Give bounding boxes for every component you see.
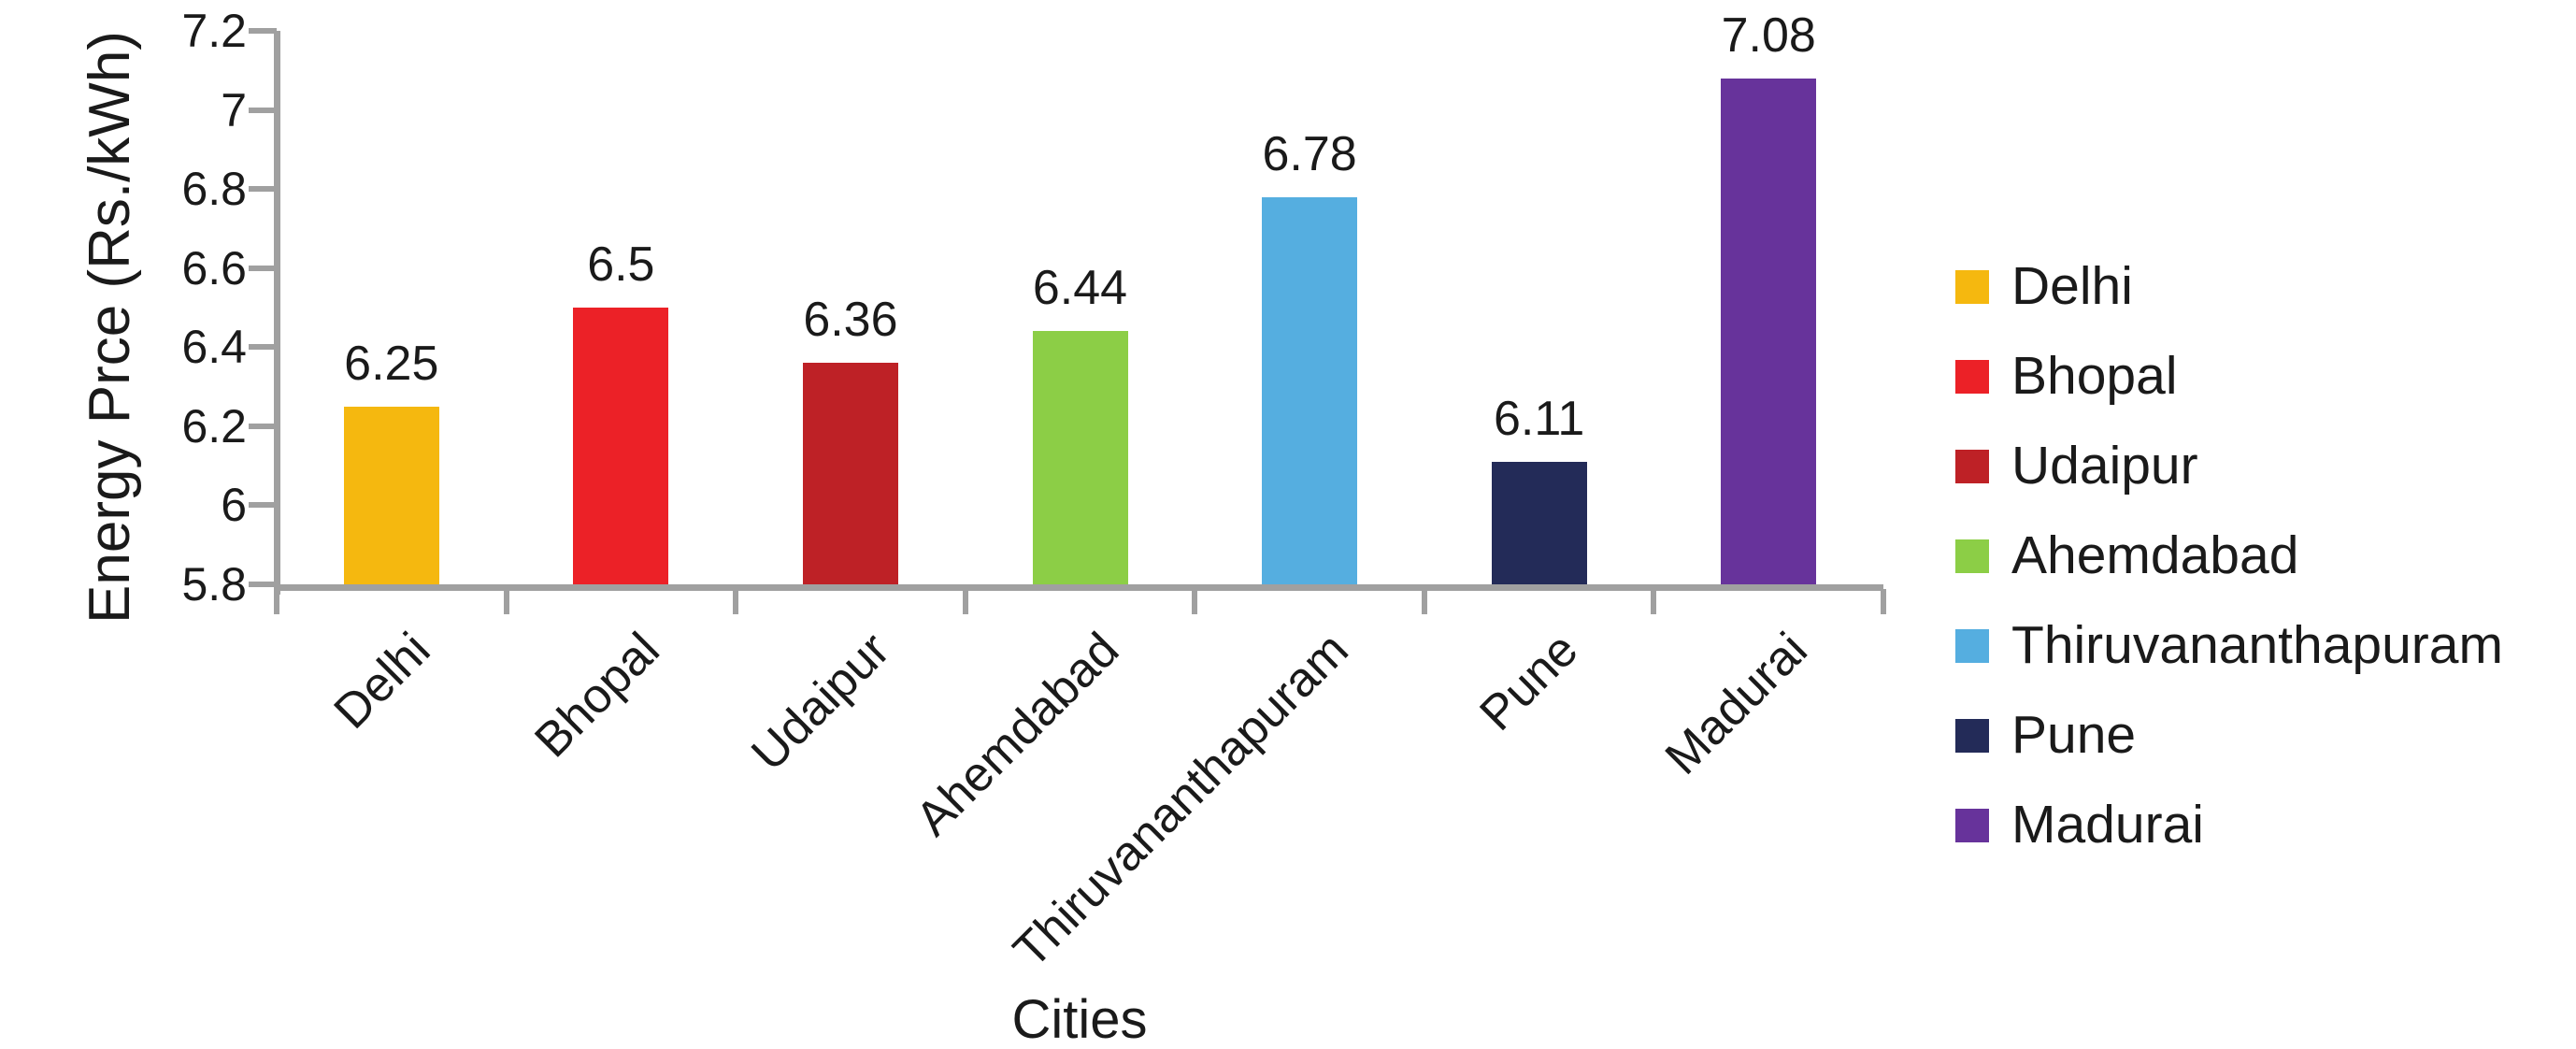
x-tick-mark-5 — [1421, 589, 1427, 614]
x-tick-mark-3 — [962, 589, 968, 614]
legend-swatch-pune — [1955, 718, 1989, 753]
bar-pune — [1491, 461, 1587, 584]
legend-item-madurai: Madurai — [1955, 798, 2503, 852]
legend-item-thiruvananthapuram: Thiruvananthapuram — [1955, 619, 2503, 672]
legend-item-pune: Pune — [1955, 709, 2503, 762]
x-tick-mark-4 — [1192, 589, 1198, 614]
legend-swatch-bhopal — [1955, 359, 1989, 394]
legend-label-udaipur: Udaipur — [2011, 436, 2198, 496]
x-category-label-pune: Pune — [1469, 622, 1589, 741]
x-tick-mark-6 — [1651, 589, 1657, 614]
legend-swatch-thiruvananthapuram — [1955, 628, 1989, 663]
x-category-label-bhopal: Bhopal — [524, 622, 671, 769]
y-axis-line — [274, 31, 280, 595]
legend-label-ahemdabad: Ahemdabad — [2011, 525, 2299, 585]
x-tick-mark-1 — [503, 589, 509, 614]
legend-item-bhopal: Bhopal — [1955, 350, 2503, 403]
x-category-label-ahemdabad: Ahemdabad — [906, 622, 1130, 847]
legend-label-thiruvananthapuram: Thiruvananthapuram — [2011, 615, 2503, 675]
legend-item-delhi: Delhi — [1955, 260, 2503, 313]
legend-item-ahemdabad: Ahemdabad — [1955, 529, 2503, 582]
bar-thiruvananthapuram — [1262, 196, 1358, 584]
legend-label-pune: Pune — [2011, 705, 2137, 765]
y-tick-mark-6.6 — [249, 265, 277, 271]
x-axis-line — [274, 584, 1883, 591]
x-tick-mark-0 — [274, 589, 279, 614]
y-tick-label-7.2: 7.2 — [181, 5, 247, 57]
legend-swatch-ahemdabad — [1955, 539, 1989, 573]
y-tick-label-6: 6 — [221, 479, 247, 532]
y-tick-label-7: 7 — [221, 83, 247, 137]
bar-delhi — [343, 406, 439, 584]
legend-swatch-madurai — [1955, 808, 1989, 842]
legend-item-udaipur: Udaipur — [1955, 439, 2503, 493]
y-tick-label-6.8: 6.8 — [181, 163, 247, 216]
y-tick-mark-6.2 — [249, 423, 277, 429]
bar-madurai — [1721, 78, 1817, 584]
y-tick-mark-6.8 — [249, 186, 277, 193]
x-category-label-udaipur: Udaipur — [741, 622, 900, 782]
x-category-label-madurai: Madurai — [1655, 622, 1819, 785]
y-tick-mark-7 — [249, 107, 277, 113]
bar-value-label-delhi: 6.25 — [344, 336, 439, 391]
y-tick-mark-7.2 — [249, 28, 277, 34]
x-tick-mark-2 — [733, 589, 739, 614]
bar-udaipur — [802, 363, 898, 584]
x-category-label-delhi: Delhi — [323, 622, 441, 740]
bar-ahemdabad — [1032, 331, 1128, 584]
bar-value-label-pune: 6.11 — [1493, 391, 1585, 446]
y-tick-label-6.6: 6.6 — [181, 241, 247, 295]
y-tick-mark-6 — [249, 502, 277, 509]
bar-bhopal — [573, 308, 669, 584]
legend-swatch-delhi — [1955, 269, 1989, 304]
y-tick-mark-5.8 — [249, 582, 277, 587]
bar-value-label-bhopal: 6.5 — [587, 237, 655, 292]
bar-value-label-madurai: 7.08 — [1721, 7, 1816, 63]
x-axis-title: Cities — [1011, 989, 1148, 1049]
bar-value-label-thiruvananthapuram: 6.78 — [1262, 126, 1357, 181]
y-tick-label-5.8: 5.8 — [181, 558, 247, 611]
x-tick-mark-7 — [1881, 589, 1886, 614]
y-tick-mark-6.4 — [249, 344, 277, 351]
legend-label-bhopal: Bhopal — [2011, 346, 2178, 406]
legend-label-madurai: Madurai — [2011, 795, 2204, 855]
y-tick-label-6.4: 6.4 — [181, 321, 247, 374]
bar-value-label-udaipur: 6.36 — [803, 293, 898, 348]
y-tick-label-6.2: 6.2 — [181, 399, 247, 453]
bar-value-label-ahemdabad: 6.44 — [1032, 261, 1128, 316]
legend-swatch-udaipur — [1955, 449, 1989, 483]
chart-legend: Delhi Bhopal Udaipur Ahemdabad Thiruvanantha… — [1955, 260, 2503, 888]
legend-label-delhi: Delhi — [2011, 256, 2133, 316]
